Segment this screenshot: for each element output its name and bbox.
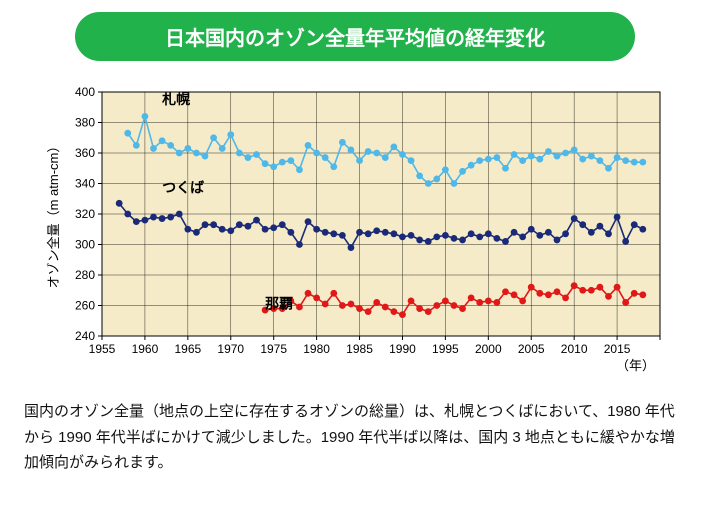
svg-text:1965: 1965 <box>174 342 201 356</box>
svg-text:札幌: 札幌 <box>161 91 190 107</box>
page-title: 日本国内のオゾン全量年平均値の経年変化 <box>75 12 635 61</box>
svg-text:360: 360 <box>75 146 95 160</box>
svg-text:240: 240 <box>75 329 95 343</box>
svg-text:2000: 2000 <box>475 342 502 356</box>
svg-text:2010: 2010 <box>561 342 588 356</box>
svg-text:1980: 1980 <box>303 342 330 356</box>
ozone-chart: 240 260 280 300 320 340 360 380 400 1955 1960 1965 1… <box>40 86 670 381</box>
svg-text:340: 340 <box>75 177 95 191</box>
svg-text:280: 280 <box>75 268 95 282</box>
svg-text:1960: 1960 <box>132 342 159 356</box>
svg-text:380: 380 <box>75 116 95 130</box>
svg-text:1975: 1975 <box>260 342 287 356</box>
svg-text:320: 320 <box>75 207 95 221</box>
svg-text:オゾン全量（m atm-cm）: オゾン全量（m atm-cm） <box>46 140 61 289</box>
svg-text:2005: 2005 <box>518 342 545 356</box>
chart-canvas: 240 260 280 300 320 340 360 380 400 1955 1960 1965 1… <box>40 86 670 376</box>
svg-text:（年）: （年） <box>616 358 655 373</box>
svg-text:那覇: 那覇 <box>265 296 293 312</box>
svg-text:1955: 1955 <box>89 342 116 356</box>
svg-text:260: 260 <box>75 299 95 313</box>
svg-text:300: 300 <box>75 238 95 252</box>
svg-text:1985: 1985 <box>346 342 373 356</box>
svg-text:つくば: つくば <box>162 180 204 196</box>
svg-text:2015: 2015 <box>604 342 631 356</box>
svg-text:1970: 1970 <box>217 342 244 356</box>
svg-text:1990: 1990 <box>389 342 416 356</box>
chart-description: 国内のオゾン全量（地点の上空に存在するオゾンの総量）は、札幌とつくばにおいて、1… <box>24 399 686 476</box>
svg-text:1995: 1995 <box>432 342 459 356</box>
svg-text:400: 400 <box>75 86 95 99</box>
